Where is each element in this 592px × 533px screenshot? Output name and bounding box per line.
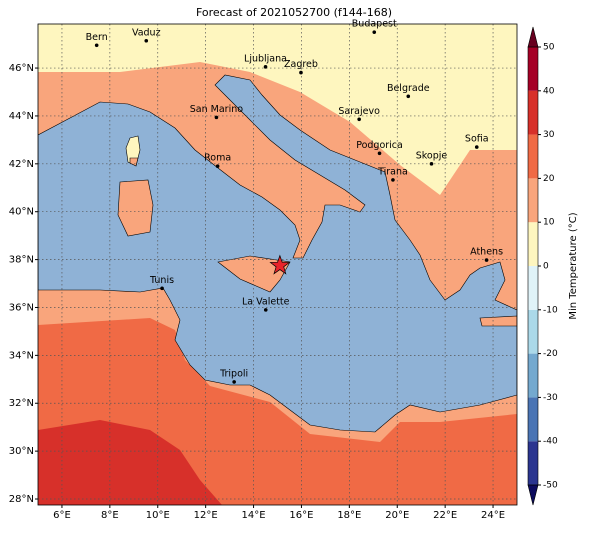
colorbar-extend <box>527 484 539 506</box>
city-label: Ljubljana <box>244 53 287 64</box>
x-tick-label: 24°E <box>481 510 505 521</box>
city-dot <box>299 70 303 75</box>
x-tick-label: 20°E <box>385 510 409 521</box>
city-label: Roma <box>204 153 231 164</box>
y-tick-label: 42°N <box>9 159 34 170</box>
chart-title: Forecast of 2021052700 (f144-168) <box>196 6 392 19</box>
x-tick-label: 14°E <box>242 510 266 521</box>
y-tick-label: 44°N <box>9 111 34 122</box>
colorbar-tick-label: -50 <box>543 481 558 491</box>
colorbar-segment <box>528 222 538 266</box>
island <box>217 255 291 293</box>
island <box>479 315 517 327</box>
colorbar-tick-label: -40 <box>543 437 558 447</box>
colorbar-segment <box>528 90 538 135</box>
x-tick-label: 8°E <box>101 510 119 521</box>
city-dot <box>215 164 220 169</box>
city-dot <box>357 117 361 122</box>
city-label: Sofia <box>465 134 489 145</box>
city-label: Belgrade <box>387 83 430 94</box>
city-dot <box>263 308 268 312</box>
city-dot <box>214 115 219 120</box>
city-dot <box>474 145 479 149</box>
x-tick-label: 6°E <box>53 510 71 521</box>
colorbar-segment <box>528 266 538 310</box>
city-dot <box>232 380 236 384</box>
city-dot <box>377 151 382 156</box>
y-tick-label: 34°N <box>9 350 34 361</box>
colorbar-segment <box>528 178 538 223</box>
y-tick-label: 46°N <box>9 63 34 74</box>
marker-star <box>269 254 291 275</box>
colorbar-segment <box>528 353 538 398</box>
city-label: Bern <box>86 32 108 43</box>
city-label: Skopje <box>416 150 448 161</box>
city-dot <box>372 30 377 34</box>
plot-frame <box>37 23 518 506</box>
island <box>117 179 154 237</box>
city-label: Sarajevo <box>338 106 380 117</box>
colorbar-tick-label: 30 <box>543 130 555 140</box>
city-label: Vaduz <box>132 27 161 38</box>
colorbar-segment <box>528 309 538 354</box>
y-tick-label: 36°N <box>9 302 34 313</box>
city-label: La Valette <box>242 296 290 307</box>
colorbar-tick-label: 10 <box>543 218 555 228</box>
island <box>129 157 139 167</box>
city-label: Zagreb <box>284 59 318 70</box>
city-label: Tripoli <box>219 368 248 379</box>
colorbar-extend <box>527 26 539 48</box>
city-label: Tirana <box>377 166 408 177</box>
x-tick-label: 12°E <box>194 510 218 521</box>
y-tick-label: 30°N <box>9 446 34 457</box>
y-tick-label: 32°N <box>9 398 34 409</box>
city-dot <box>94 43 99 48</box>
city-label: Athens <box>470 247 503 258</box>
colorbar-tick-label: 20 <box>543 174 555 184</box>
city-label: Tunis <box>149 275 174 286</box>
x-tick-label: 16°E <box>289 510 313 521</box>
colorbar-segment <box>528 397 538 442</box>
colorbar-label: Min Temperature (°C) <box>568 212 579 319</box>
x-tick-label: 10°E <box>146 510 170 521</box>
colorbar-tick-label: -20 <box>543 349 558 359</box>
y-tick-label: 28°N <box>9 494 34 505</box>
x-tick-label: 22°E <box>433 510 457 521</box>
city-dot <box>429 162 434 166</box>
colorbar-tick-label: -30 <box>543 393 558 403</box>
city-label: San Marino <box>190 104 243 115</box>
colorbar-segment <box>528 134 538 179</box>
city-dot <box>160 286 164 291</box>
x-tick-label: 18°E <box>337 510 361 521</box>
y-tick-label: 40°N <box>9 207 34 218</box>
colorbar-tick-label: -10 <box>543 305 558 315</box>
city-dot <box>263 65 268 69</box>
city-dot <box>406 94 411 99</box>
colorbar-segment <box>528 47 538 91</box>
city-label: Podgorica <box>356 140 403 151</box>
city-dot <box>484 258 489 262</box>
colorbar-tick-label: 40 <box>543 86 555 96</box>
colorbar-segment <box>528 441 538 485</box>
city-dot <box>144 38 149 43</box>
land-hot <box>38 420 222 505</box>
city-dot <box>391 178 395 182</box>
y-tick-label: 38°N <box>9 255 34 266</box>
colorbar-tick-label: 0 <box>543 262 549 272</box>
colorbar-tick-label: 50 <box>543 43 555 53</box>
